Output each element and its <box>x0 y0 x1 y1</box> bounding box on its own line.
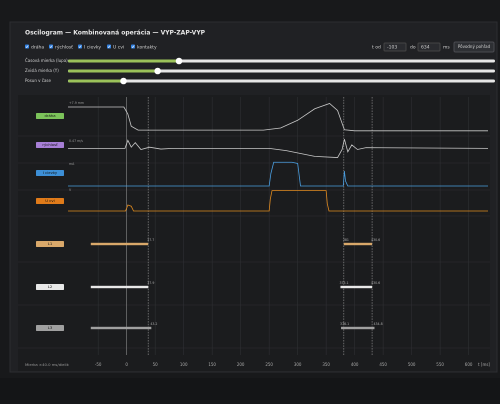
channel-name: L1 <box>48 241 53 246</box>
channel-name: rýchlosť <box>42 142 58 147</box>
toggle-label: rýchlosť <box>55 44 73 51</box>
channel-tag <box>36 170 64 176</box>
check <box>25 45 29 49</box>
channel-tag <box>36 241 64 247</box>
channel-name: dráha <box>44 113 55 118</box>
slider-thumb[interactable] <box>154 67 161 75</box>
contact-label: 430.6 <box>371 238 380 242</box>
contact-label: 430.6 <box>371 281 380 285</box>
from-value: -103 <box>387 45 397 51</box>
contact-label: 37.9 <box>147 281 154 285</box>
checkbox[interactable] <box>25 44 29 49</box>
channel-tag <box>36 284 64 290</box>
x-tick-label: 400 <box>351 362 359 367</box>
channel-note: V <box>69 188 72 192</box>
from-label: t od <box>372 45 381 51</box>
x-tick-label: 200 <box>237 362 245 367</box>
slider-fill <box>68 79 124 83</box>
checkbox[interactable] <box>78 44 82 49</box>
contact-bar <box>340 285 373 289</box>
x-tick-label: 300 <box>294 362 302 367</box>
title: Oscilogram — Kombinovaná operácia — VYP-… <box>25 30 206 37</box>
contact-label: 376.1 <box>340 322 349 326</box>
x-tick-label: -50 <box>95 362 102 367</box>
x-tick-label: 550 <box>436 362 444 367</box>
check <box>107 45 111 49</box>
to-value: 634 <box>421 45 430 51</box>
x-tick-label: 250 <box>265 362 273 367</box>
contact-bar <box>90 285 149 289</box>
trace <box>68 161 488 187</box>
reset-label: Pôvodný pohľad <box>458 44 491 49</box>
unit-label: ms <box>443 46 450 51</box>
slider-label: Časová mierka (lupa) <box>25 58 68 63</box>
trace <box>68 103 488 132</box>
toggle-label: kontakty <box>137 45 157 51</box>
contact-bar <box>341 326 375 330</box>
slider-label: Posun v čase <box>25 78 52 83</box>
toggle-label: dráha <box>31 44 44 51</box>
toggle-label: I cievky <box>84 45 101 51</box>
channel-tag <box>36 325 64 331</box>
check <box>78 45 82 49</box>
checkbox[interactable] <box>107 44 111 49</box>
channel-tag <box>36 198 64 204</box>
channel-name: L2 <box>48 284 53 289</box>
channel-name: L3 <box>48 325 53 330</box>
x-tick-label: 450 <box>379 362 387 367</box>
from-input[interactable] <box>383 42 407 52</box>
trace <box>68 190 488 212</box>
plot-area <box>18 95 490 371</box>
reset-button[interactable] <box>453 41 495 53</box>
slider-thumb[interactable] <box>175 57 183 65</box>
slider-thumb[interactable] <box>120 77 127 85</box>
x-tick-label: 50 <box>153 362 159 367</box>
x-tick-label: 500 <box>408 362 416 367</box>
channel-name: U cvi <box>45 198 54 203</box>
contact-label: 375.1 <box>339 281 348 285</box>
status-bar <box>0 378 500 400</box>
slider-track <box>68 79 495 83</box>
channel-note: +7.9 mm <box>69 101 84 105</box>
to-input[interactable] <box>417 42 441 52</box>
x-tick-label: 350 <box>322 362 330 367</box>
contact-bar <box>90 242 149 246</box>
contact-label: 381 <box>343 238 349 242</box>
channel-tag <box>36 113 64 119</box>
x-tick-label: 0 <box>125 362 128 367</box>
contact-bar <box>90 326 152 330</box>
channel-note: mA <box>69 162 75 166</box>
trace <box>68 139 489 158</box>
contact-bar <box>343 242 373 246</box>
contact-label: 37.7 <box>147 238 154 242</box>
checkbox[interactable] <box>131 44 135 49</box>
x-tick-label: 150 <box>208 362 216 367</box>
channel-name: I cievky <box>43 170 58 175</box>
footer: Mierka ×40.0 ms/dielik <box>25 362 70 367</box>
to-label: do <box>410 45 416 51</box>
slider-label: Zvislá mierka (Y) <box>25 68 59 73</box>
channel-tag <box>36 142 64 148</box>
x-tick-label: 100 <box>180 362 188 367</box>
x-axis-label: t [ms] <box>478 362 490 367</box>
check <box>131 45 135 49</box>
contact-label: 434.8 <box>373 322 382 326</box>
checkbox[interactable] <box>49 44 53 49</box>
x-tick-label: 600 <box>465 362 473 367</box>
slider-fill <box>68 59 180 63</box>
channel-note: 0.47 m/s <box>69 139 83 143</box>
slider-fill <box>68 69 158 73</box>
contact-label: 43.2 <box>150 322 157 326</box>
toggle-label: U cvi <box>113 45 124 51</box>
slider-track <box>68 69 495 73</box>
check <box>49 45 53 49</box>
